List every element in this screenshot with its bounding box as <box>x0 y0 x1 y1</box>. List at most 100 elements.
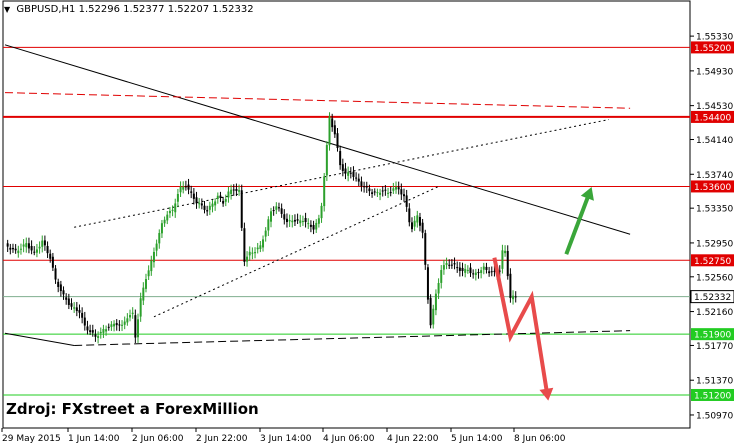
candle-body <box>373 191 376 193</box>
candle-body <box>293 219 296 222</box>
candle <box>450 259 453 269</box>
candle <box>317 214 320 228</box>
candle <box>355 172 358 182</box>
candle <box>227 186 230 203</box>
candle <box>110 321 113 331</box>
candle <box>168 206 171 218</box>
time-tick-label: 8 Jun 06:00 <box>514 434 566 444</box>
candle-body <box>504 250 507 254</box>
triangle-down-icon[interactable]: ▼ <box>4 5 11 14</box>
candle <box>480 266 483 279</box>
candle <box>137 313 139 343</box>
candle <box>142 282 145 306</box>
candle-body <box>304 217 307 223</box>
candle <box>333 120 336 138</box>
candle-body <box>498 270 501 272</box>
candle-body <box>134 315 137 338</box>
candle-body <box>403 194 405 197</box>
candle-body <box>333 125 336 135</box>
candle-body <box>160 223 163 234</box>
candle <box>97 331 100 344</box>
candle <box>416 210 419 228</box>
candle-body <box>413 220 416 227</box>
candle <box>160 219 163 238</box>
candle-body <box>363 186 366 188</box>
candle <box>267 216 270 237</box>
candle-body <box>11 247 14 250</box>
candle <box>262 235 265 252</box>
price-tick-label: 1.51370 <box>696 377 733 387</box>
candle-body <box>466 269 469 271</box>
candle-body <box>309 224 312 227</box>
candle <box>14 244 17 254</box>
price-tick-label: 1.51770 <box>696 342 733 352</box>
forecast-arrow-bearish-scenario <box>492 257 550 398</box>
candle-body <box>410 222 413 230</box>
candle <box>395 181 398 194</box>
candle <box>65 293 68 305</box>
candle <box>243 222 246 267</box>
candle <box>238 184 241 196</box>
candle-body <box>296 219 299 221</box>
candle <box>442 259 445 275</box>
candle-body <box>312 225 315 230</box>
price-tick-label: 1.52560 <box>696 273 733 283</box>
candle <box>219 191 222 202</box>
candle-body <box>272 210 275 212</box>
candle <box>208 201 211 216</box>
candle-body <box>381 190 384 192</box>
candle <box>365 181 368 193</box>
current-price-tag <box>690 290 734 304</box>
candle <box>320 202 323 223</box>
candle-body <box>270 211 272 222</box>
candle <box>421 218 424 239</box>
candle <box>472 269 475 279</box>
candle <box>357 173 360 187</box>
candle-body <box>152 251 155 263</box>
candle <box>347 166 350 182</box>
candle <box>216 192 219 204</box>
candle-body <box>349 172 352 174</box>
candle <box>277 202 280 212</box>
candle <box>307 218 310 229</box>
candle <box>99 327 102 339</box>
candle <box>9 243 12 255</box>
candle <box>440 265 443 289</box>
price-tick-label: 1.54140 <box>696 136 733 146</box>
candle <box>270 207 272 228</box>
trendline-descending-resistance <box>4 44 631 235</box>
candle-body <box>288 220 291 222</box>
price-tick-label: 1.54530 <box>696 102 733 112</box>
candle <box>387 187 390 199</box>
candle <box>33 246 36 256</box>
candle-body <box>67 298 70 305</box>
candle <box>360 176 363 192</box>
candle-body <box>65 297 68 300</box>
candle <box>11 243 14 253</box>
candle <box>118 320 121 332</box>
candle-body <box>59 284 62 292</box>
candle <box>134 309 137 344</box>
candle <box>91 324 94 337</box>
candle-body <box>514 296 517 298</box>
price-tick-label: 1.53740 <box>696 171 733 181</box>
candle <box>30 240 33 255</box>
candle-body <box>22 244 25 247</box>
candle <box>389 186 392 197</box>
candle-body <box>480 270 483 274</box>
candle-body <box>488 271 491 274</box>
candle-body <box>448 264 451 266</box>
time-tick-label: 2 Jun 06:00 <box>132 434 184 444</box>
candle-body <box>54 268 57 280</box>
candle-body <box>248 251 251 256</box>
candle-body <box>440 270 443 283</box>
candle <box>192 188 195 205</box>
candle <box>139 292 142 322</box>
candle-body <box>339 151 342 166</box>
candle <box>70 298 73 310</box>
candle-body <box>264 230 267 237</box>
candle <box>240 184 243 231</box>
time-tick-label: 5 Jun 14:00 <box>451 434 503 444</box>
